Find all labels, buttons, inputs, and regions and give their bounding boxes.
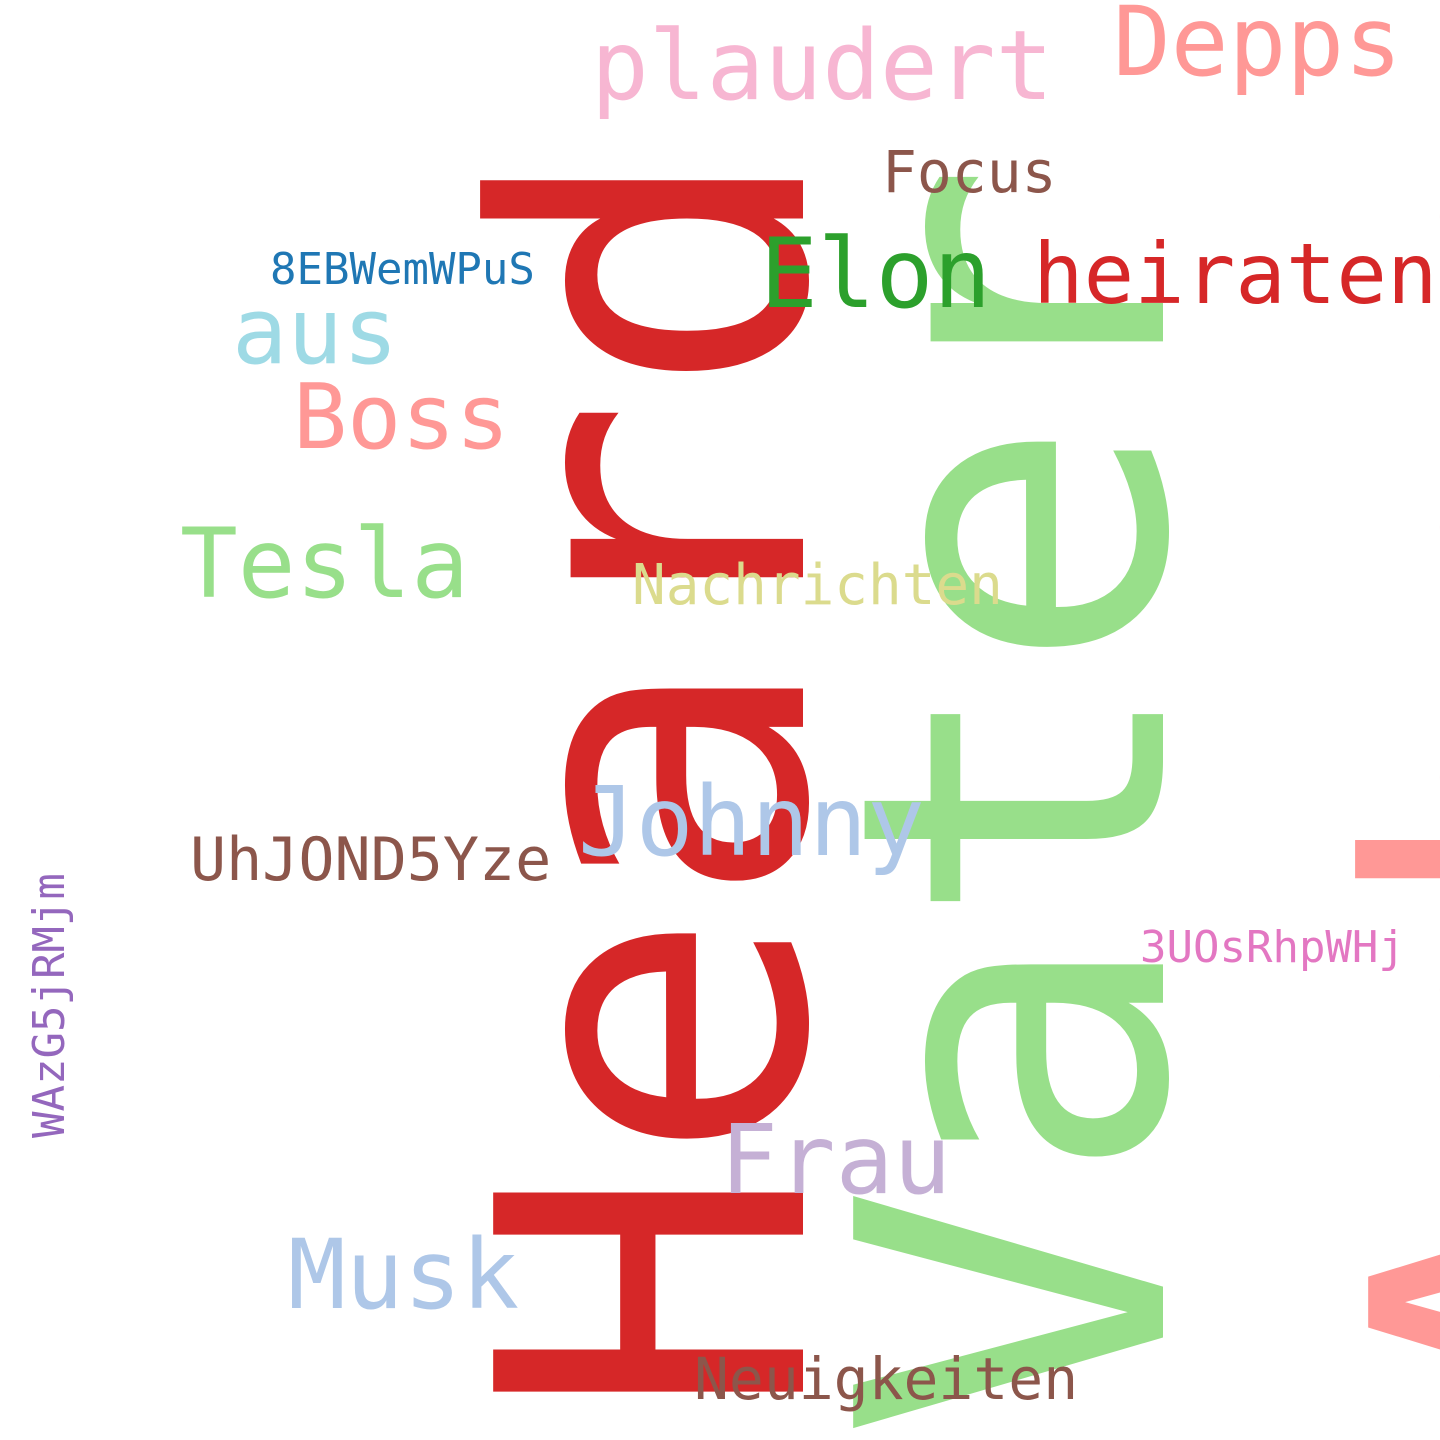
- word-amber: Amber: [1285, 150, 1440, 1430]
- word-aus: aus: [232, 278, 399, 385]
- word-boss: Boss: [293, 365, 510, 470]
- word-8ebwemwpus: 8EBWemWPuS: [270, 244, 535, 295]
- word-johnny: Johnny: [578, 766, 925, 878]
- word-musk: Musk: [288, 1219, 520, 1331]
- word-focus: Focus: [882, 138, 1057, 206]
- word-tesla: Tesla: [180, 508, 469, 620]
- word-wazg5jrmjm: WAzG5jRMjm: [24, 873, 75, 1138]
- word-frau: Frau: [720, 1104, 952, 1216]
- word-neuigkeiten: Neuigkeiten: [694, 1345, 1079, 1413]
- word-depps: Depps: [1113, 0, 1402, 98]
- word-uhjond5yze: UhJOND5Yze: [190, 825, 552, 895]
- word-plaudert: plaudert: [591, 10, 1054, 122]
- word-3uosrhpwhj: 3UOsRhpWHj: [1140, 922, 1405, 973]
- word-heiraten: heiraten: [1033, 225, 1438, 323]
- word-nachrichten: Nachrichten: [632, 553, 1003, 618]
- word-elon: Elon: [760, 218, 992, 330]
